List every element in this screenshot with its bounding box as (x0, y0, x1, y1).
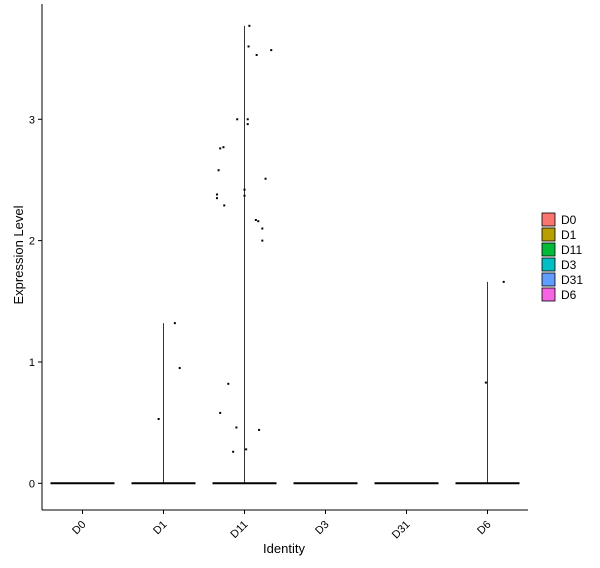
y-tick-label: 1 (29, 357, 35, 369)
x-tick-label: D31 (390, 519, 413, 542)
y-axis-title: Expression Level (11, 205, 26, 304)
y-axis-ticks: 0 1 2 3 (29, 114, 42, 490)
y-tick-label: 3 (29, 114, 35, 126)
legend-label-d3: D3 (561, 258, 577, 272)
data-point (261, 227, 264, 230)
data-point (247, 45, 250, 48)
data-point (246, 123, 249, 126)
legend-key-d6 (541, 287, 556, 302)
data-point (232, 450, 235, 453)
x-axis-ticks: D0 D1 D11 D3 D31 D6 (70, 510, 494, 542)
legend-key-d11 (541, 242, 556, 257)
data-point (219, 411, 222, 414)
legend-key-d1 (541, 227, 556, 242)
data-point (243, 194, 246, 197)
data-point (502, 280, 505, 283)
data-point (173, 322, 176, 325)
legend-label-d1: D1 (561, 228, 577, 242)
data-point (243, 188, 246, 191)
plot-area (50, 24, 520, 485)
x-tick-label: D6 (475, 519, 493, 537)
legend-label-d31: D31 (561, 273, 583, 287)
data-point (223, 204, 226, 207)
data-point (257, 220, 260, 223)
y-tick-label: 2 (29, 236, 35, 248)
data-point (217, 169, 220, 172)
data-point (215, 193, 218, 196)
data-point (255, 53, 258, 56)
data-point (157, 417, 160, 420)
legend-key-d0 (541, 212, 556, 227)
data-point (236, 118, 239, 121)
data-point (215, 197, 218, 200)
legend-key-d31 (541, 272, 556, 287)
data-point (254, 218, 257, 221)
data-point (248, 24, 251, 27)
x-tick-label: D0 (70, 519, 88, 537)
data-point (219, 147, 222, 150)
x-tick-label: D3 (313, 519, 331, 537)
legend-label-d11: D11 (561, 243, 582, 257)
x-axis-title: Identity (263, 541, 305, 556)
data-point (245, 448, 248, 451)
data-point (258, 428, 261, 431)
data-point (227, 382, 230, 385)
data-point (235, 426, 238, 429)
legend-label-d0: D0 (561, 213, 577, 227)
data-point (484, 381, 487, 384)
data-point (222, 146, 225, 149)
data-point (270, 49, 273, 52)
x-tick-label: D1 (151, 519, 169, 537)
x-tick-label: D11 (228, 519, 250, 541)
data-point (246, 118, 249, 121)
legend-key-d3 (541, 257, 556, 272)
data-point (178, 367, 181, 370)
legend-label-d6: D6 (561, 288, 577, 302)
y-tick-label: 0 (29, 478, 35, 490)
data-point (264, 177, 267, 180)
data-point (261, 239, 264, 242)
